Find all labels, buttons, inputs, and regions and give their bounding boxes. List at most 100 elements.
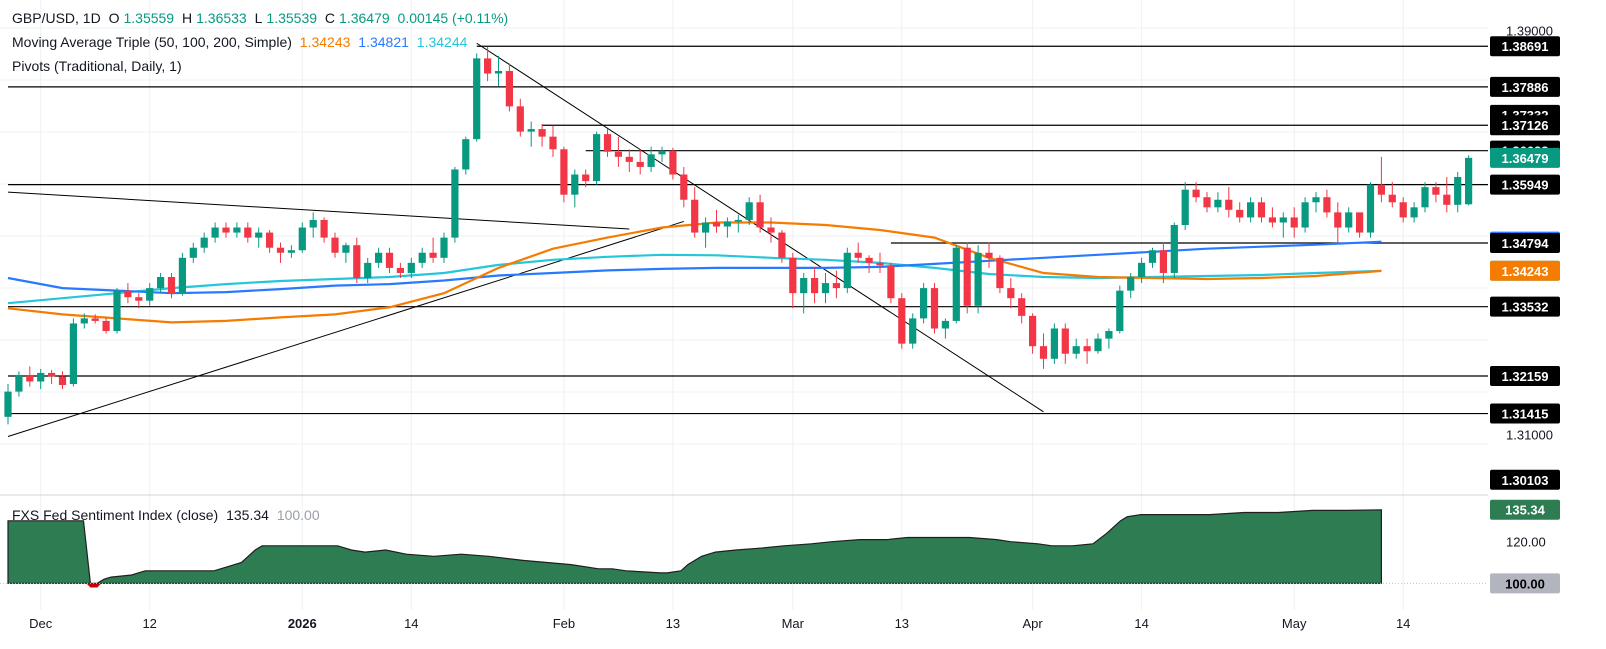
candle-body: [473, 58, 481, 140]
candle-body: [920, 288, 928, 319]
candle-body: [527, 129, 535, 132]
candle-body: [4, 391, 12, 417]
candle-body: [985, 252, 993, 258]
candle-body: [876, 262, 884, 266]
candle-body: [178, 257, 186, 294]
pivots-label: Pivots (Traditional, Daily, 1): [12, 58, 182, 74]
candle-body: [1465, 157, 1473, 205]
candle-body: [287, 250, 295, 253]
candle-body: [1192, 189, 1200, 198]
x-tick-label: 12: [142, 616, 156, 631]
pivot-lines: [8, 45, 1488, 415]
sentiment-label: FXS Fed Sentiment Index (close): [12, 507, 219, 523]
open-value: 1.35559: [123, 10, 175, 26]
candle-body: [691, 199, 699, 233]
price-tag-box: [1490, 469, 1560, 490]
price-tag-box: [1490, 403, 1560, 424]
candle-body: [222, 227, 230, 233]
ma200-value: 1.34244: [416, 34, 468, 50]
candle-body: [429, 252, 437, 258]
candle-body: [1094, 338, 1102, 352]
price-tag-label: 1.32159: [1502, 369, 1549, 384]
sentiment-base: 100.00: [276, 507, 320, 523]
candle-body: [952, 247, 960, 321]
candle-body: [712, 222, 721, 227]
candle-body: [484, 58, 492, 74]
price-tag-label: 1.37886: [1502, 80, 1549, 95]
x-tick-label: Feb: [553, 616, 575, 631]
candle-body: [167, 276, 176, 294]
candle-body: [298, 227, 306, 251]
price-tag-label: 100.00: [1505, 576, 1545, 591]
candle-body: [309, 219, 317, 228]
candle-body: [996, 257, 1004, 289]
x-tick-label: 13: [666, 616, 680, 631]
ma50-value: 1.34243: [299, 34, 351, 50]
price-tag-box: [1490, 573, 1560, 594]
x-tick-label: Apr: [1022, 616, 1043, 631]
candle-body: [1105, 331, 1113, 339]
candle-body: [1127, 276, 1135, 291]
price-tag-box: [1490, 36, 1560, 57]
candle-body: [636, 161, 644, 167]
sentiment-negative-fill: [86, 583, 102, 588]
candle-body: [974, 252, 982, 306]
candle-body: [266, 232, 274, 248]
candle-body: [778, 232, 786, 258]
candle-body: [26, 374, 34, 382]
candle-body: [549, 136, 557, 150]
high-value: 1.36533: [196, 10, 247, 26]
price-tag-box: [1490, 76, 1560, 97]
candle-body: [1279, 217, 1287, 223]
trend-lines: [7, 42, 1044, 438]
high-label: H: [181, 10, 193, 26]
price-tag-label: 1.38691: [1502, 39, 1549, 54]
candle-body: [854, 252, 862, 258]
candle-body: [756, 202, 764, 228]
candle-body: [909, 318, 917, 344]
y-tick-label: 1.39000: [1506, 24, 1553, 39]
y-tick-label: 120.00: [1506, 535, 1546, 550]
candle-body: [723, 221, 731, 227]
candle-body: [255, 232, 263, 238]
candle-body: [734, 219, 742, 222]
candle-body: [614, 151, 622, 157]
candle-body: [80, 318, 88, 324]
candle-body: [745, 202, 753, 220]
candle-body: [15, 374, 23, 392]
candle-body: [1159, 250, 1167, 273]
candle-body: [157, 276, 165, 289]
candle-body: [1377, 184, 1385, 195]
price-tag-box: [1490, 174, 1560, 195]
candle-body: [1454, 177, 1462, 205]
price-tag-box: [1490, 365, 1560, 386]
sentiment-legend: FXS Fed Sentiment Index (close) 135.34 1…: [12, 507, 324, 523]
candle-body: [375, 252, 383, 263]
candles: [4, 46, 1473, 425]
grid-lines: [0, 0, 1488, 610]
candle-body: [1399, 202, 1407, 218]
candle-body: [58, 376, 67, 386]
x-tick-label: Mar: [782, 616, 805, 631]
candle-body: [1007, 288, 1015, 299]
candle-body: [832, 283, 840, 289]
candle-body: [189, 247, 197, 258]
sentiment-value: 135.34: [226, 507, 269, 523]
candle-body: [1345, 212, 1353, 228]
candle-body: [1039, 346, 1048, 359]
y-tick-label: 1.31000: [1506, 428, 1553, 443]
candle-body: [516, 106, 524, 132]
candle-body: [451, 169, 459, 238]
candle-body: [941, 320, 949, 329]
candle-body: [320, 219, 328, 238]
candle-body: [1443, 194, 1451, 205]
candle-body: [244, 227, 252, 238]
candle-body: [538, 129, 546, 137]
candle-body: [385, 252, 394, 268]
candle-body: [69, 323, 77, 385]
candle-body: [1312, 197, 1320, 203]
candle-body: [331, 237, 339, 253]
axes: 1.39000 1.31000 120.00 Dec 12 2026 14 Feb 13 Mar 1…: [29, 24, 1553, 631]
candle-body: [1225, 199, 1233, 210]
